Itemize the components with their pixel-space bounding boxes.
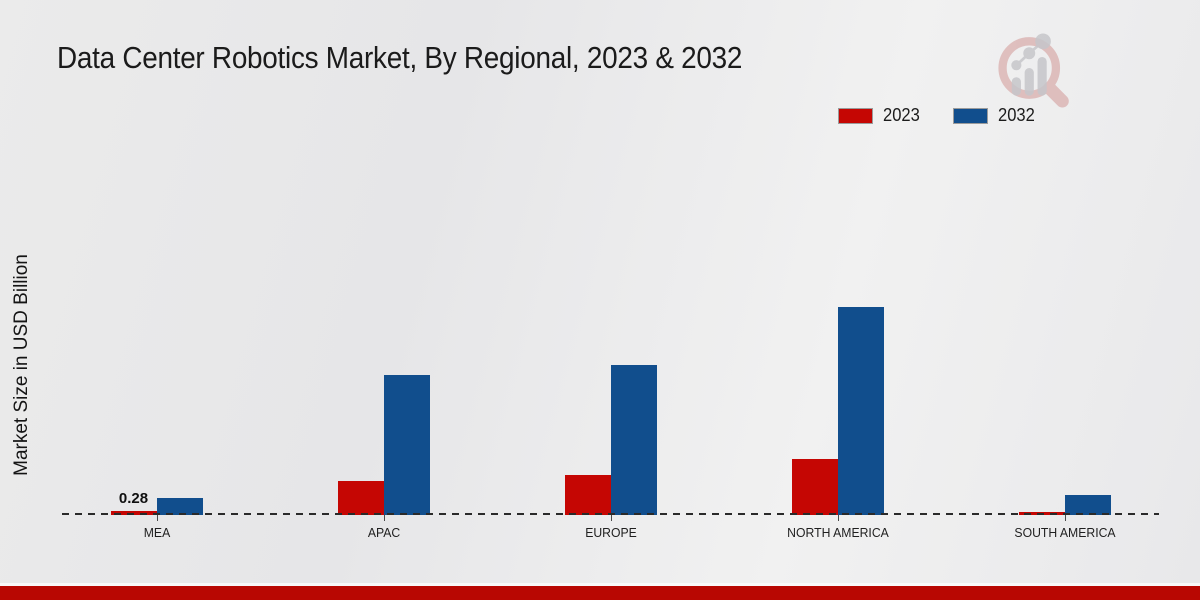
x-tick-mea <box>156 515 158 521</box>
x-axis-dashed-baseline <box>62 513 1159 515</box>
bar-2023-europe <box>564 475 611 515</box>
data-label-2023-mea: 0.28 <box>118 490 149 507</box>
x-label-north-america: NORTH AMERICA <box>787 525 889 540</box>
legend: 2023 2032 <box>838 105 1038 126</box>
legend-item-2032: 2032 <box>953 105 1038 126</box>
x-label-south-america: SOUTH AMERICA <box>1014 525 1116 540</box>
bar-2023-north-america <box>791 459 838 515</box>
legend-label-2032: 2032 <box>998 105 1035 125</box>
legend-item-2023: 2023 <box>838 105 923 126</box>
legend-label-2023: 2023 <box>883 105 920 125</box>
x-tick-europe <box>610 515 612 521</box>
footer-red-bar <box>0 586 1200 600</box>
bar-2032-europe <box>610 365 657 515</box>
legend-swatch-2023 <box>838 107 873 124</box>
legend-swatch-2032 <box>953 107 989 124</box>
x-tick-north-america <box>837 515 839 521</box>
footer-divider <box>0 583 1200 586</box>
chart-title: Data Center Robotics Market, By Regional… <box>57 40 743 75</box>
bar-2032-south-america <box>1065 495 1111 515</box>
x-label-apac: APAC <box>367 525 400 540</box>
bar-2032-north-america <box>837 307 884 515</box>
bar-2032-apac <box>383 375 430 515</box>
bar-2023-apac <box>337 481 384 515</box>
magnifier-bar-chart-logo-icon <box>998 33 1069 108</box>
bar-2032-mea <box>156 498 203 515</box>
x-label-mea: MEA <box>143 525 170 540</box>
x-tick-apac <box>383 515 385 521</box>
x-label-europe: EUROPE <box>584 525 637 540</box>
x-tick-south-america <box>1065 515 1066 521</box>
